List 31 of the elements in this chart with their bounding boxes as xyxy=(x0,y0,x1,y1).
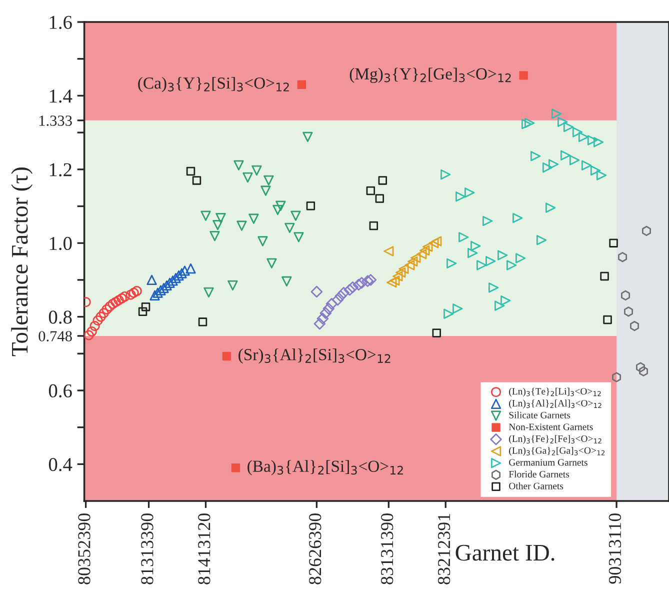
legend-label: Other Garnets xyxy=(509,482,564,490)
annotation: (Sr)$_{3}${Al}$_{2}$[Si]$_{3}$<O>$_{12}$ xyxy=(238,348,390,364)
legend-label: Floride Garnets xyxy=(508,470,570,478)
legend-label: Silicate Garnets xyxy=(509,412,570,418)
y-tick-label: 0.6 xyxy=(48,384,72,398)
legend-label: Non-Existent Garnets xyxy=(508,424,593,430)
x-tick-label: 81413120 xyxy=(198,513,210,584)
x-tick-label: 90313110 xyxy=(608,513,622,584)
annotation: (Ca)$_{3}${Y}$_{2}$[Si]$_{3}$<O>$_{12}$ xyxy=(138,76,289,92)
y-tick-label: 1.4 xyxy=(50,90,72,103)
annotation: (Ba)$_{3}${Al}$_{2}$[Si]$_{3}$<O>$_{12}$ xyxy=(248,460,403,476)
y-tick-label: 1.333 xyxy=(39,116,72,126)
y-tick-label: 1.2 xyxy=(50,163,72,176)
x-tick-label: 83212391 xyxy=(438,514,450,584)
y-tick-label: 1.0 xyxy=(50,236,72,250)
y-axis-title: Tolerance Factor (τ) xyxy=(11,168,33,356)
y-tick-label: 1.6 xyxy=(50,16,72,30)
legend-label: (Ln)$_{3}${Ga}$_{2}$[Ga]$_{3}$<O>$_{12}$ xyxy=(509,446,605,456)
x-tick-label: 80352390 xyxy=(78,513,90,584)
x-tick-label: 82626390 xyxy=(309,513,322,584)
x-axis-title: Garnet ID. xyxy=(456,544,554,561)
annotation: (Mg)$_{3}${Y}$_{2}$[Ge]$_{3}$<O>$_{12}$ xyxy=(350,68,511,83)
y-tick-label: 0.748 xyxy=(38,331,72,342)
x-tick-label: 83131390 xyxy=(380,513,394,584)
legend-label: Germanium Garnets xyxy=(509,459,588,466)
x-tick-label: 81313390 xyxy=(141,513,154,584)
y-tick-label: 0.8 xyxy=(48,310,72,324)
legend-label: (Ln)$_{3}${Fe}$_{2}$[Fe]$_{3}$<O>$_{12}$ xyxy=(509,435,602,444)
legend-label: (Ln)$_{3}${Al}$_{2}$[Al]$_{3}$<O>$_{12}$ xyxy=(509,400,602,408)
legend-label: (Ln)$_{3}${Te}$_{2}$[Li]$_{3}$<O>$_{12}$ xyxy=(509,388,601,397)
y-tick-label: 0.4 xyxy=(48,458,72,472)
